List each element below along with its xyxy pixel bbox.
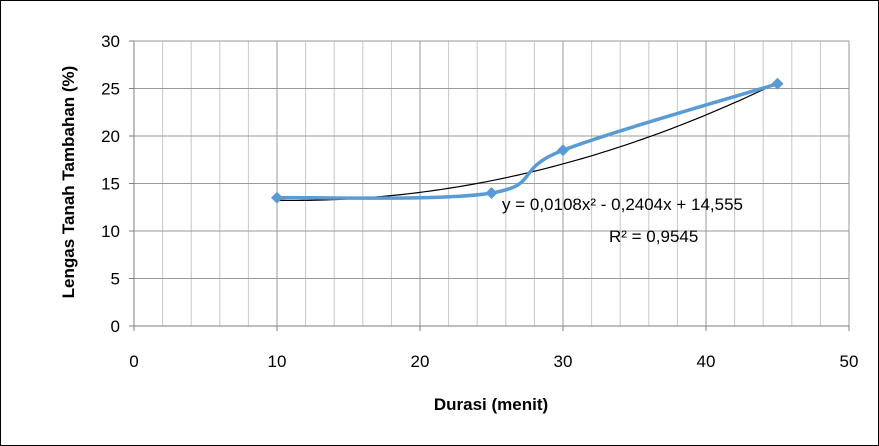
data-points: [271, 77, 784, 204]
x-tick-label: 0: [129, 352, 138, 371]
y-tick-label: 25: [101, 80, 120, 99]
y-tick-label: 30: [101, 32, 120, 51]
trendline-equation: y = 0,0108x² - 0,2404x + 14,555: [502, 195, 743, 214]
x-axis-title: Durasi (menit): [434, 395, 548, 414]
x-tick-label: 50: [840, 352, 859, 371]
axes: [129, 40, 850, 331]
x-tick-labels: 0 10 20 30 40 50: [129, 352, 858, 371]
data-point-marker: [485, 187, 498, 199]
y-tick-label: 0: [111, 317, 120, 336]
trendline: [276, 82, 778, 202]
data-point-marker: [271, 191, 283, 204]
data-point-marker: [771, 77, 784, 90]
r-squared-label: R² = 0,9545: [609, 227, 698, 246]
x-tick-label: 40: [697, 352, 716, 371]
data-point-marker: [557, 144, 569, 157]
y-tick-label: 10: [101, 222, 120, 241]
y-tick-label: 20: [101, 127, 120, 146]
x-tick-label: 10: [268, 352, 287, 371]
series-line: [275, 82, 780, 200]
y-axis-title: Lengas Tanah Tambahan (%): [59, 66, 78, 299]
y-tick-label: 15: [101, 175, 120, 194]
y-tick-label: 5: [111, 270, 120, 289]
x-tick-label: 30: [554, 352, 573, 371]
grid: [133, 40, 850, 327]
x-tick-label: 20: [411, 352, 430, 371]
y-tick-labels: 0 5 10 15 20 25 30: [101, 32, 120, 336]
